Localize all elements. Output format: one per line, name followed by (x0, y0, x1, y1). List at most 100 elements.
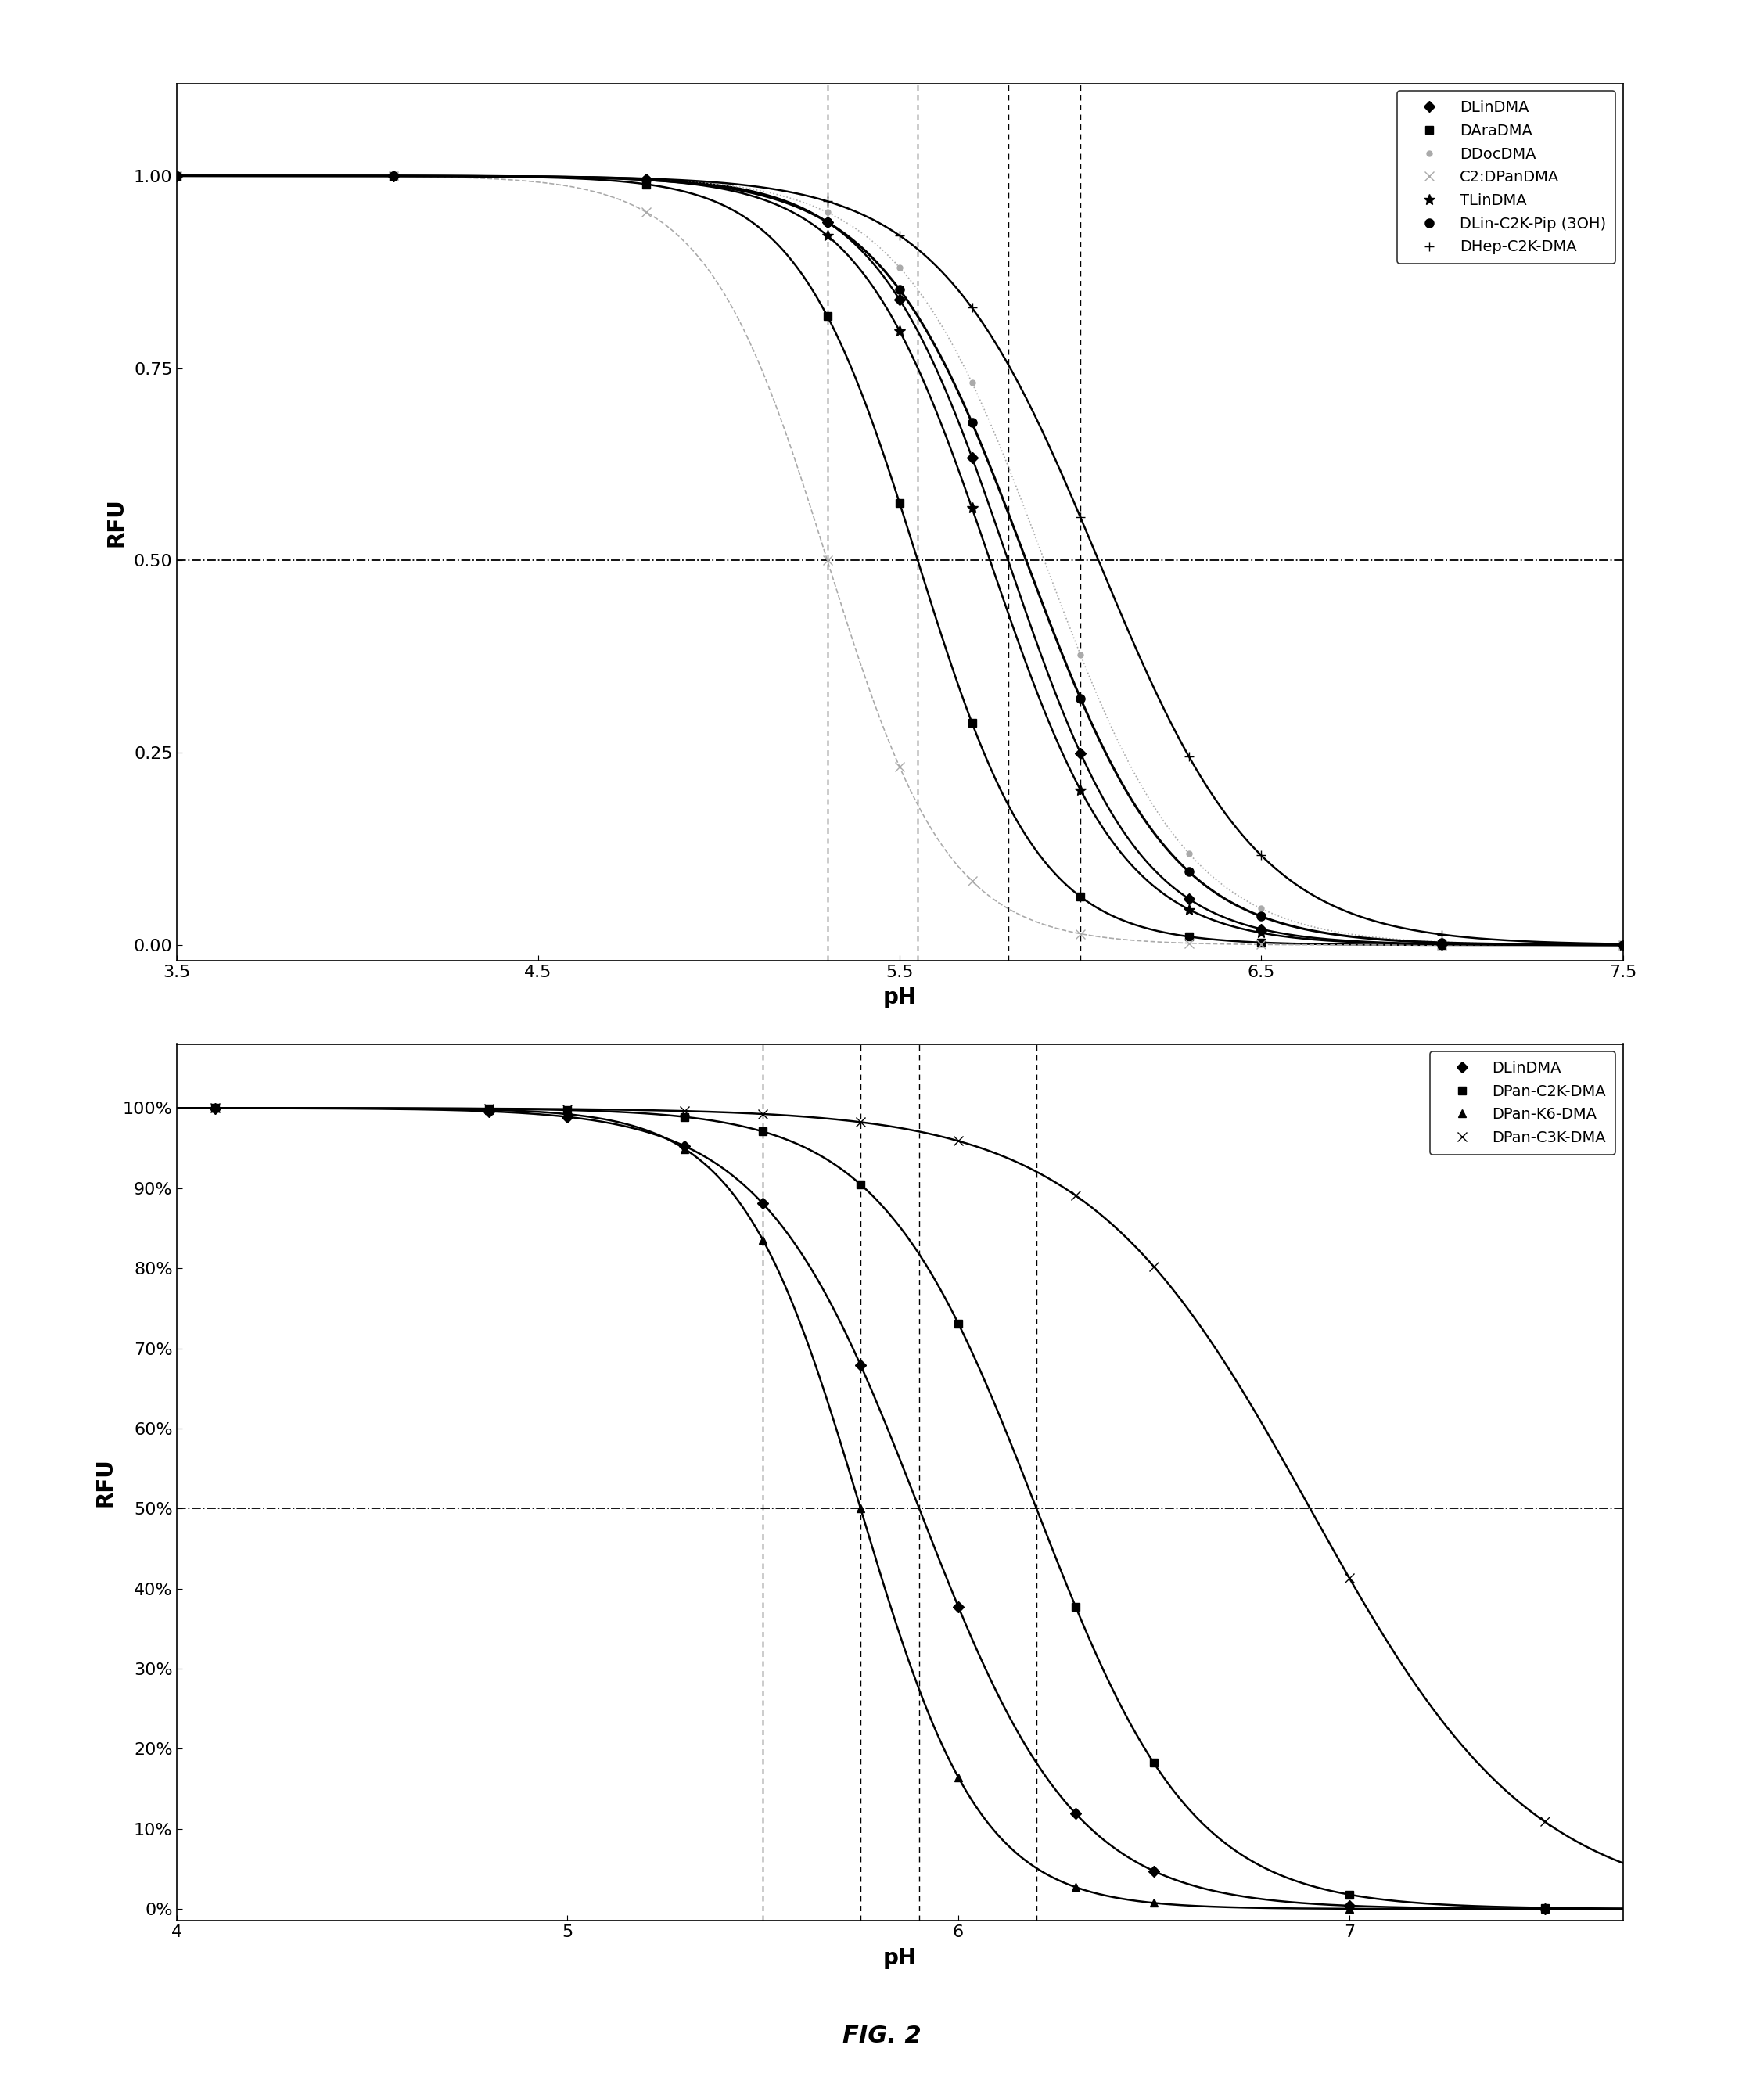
DAraDMA (889, 491, 910, 516)
DDocDMA (889, 255, 910, 280)
DHep-C2K-DMA (889, 223, 910, 248)
DPan-C3K-DMA (478, 1096, 499, 1121)
DPan-K6-DMA (1143, 1890, 1164, 1915)
DLin-C2K-Pip (3OH) (1431, 929, 1452, 954)
DLinDMA (817, 209, 838, 234)
DLin-C2K-Pip (3OH) (166, 163, 187, 188)
DDocDMA (1069, 643, 1090, 668)
DDocDMA (817, 200, 838, 226)
DPan-C3K-DMA (1065, 1184, 1087, 1209)
DDocDMA (1431, 929, 1452, 954)
Line: DPan-K6-DMA: DPan-K6-DMA (212, 1105, 1549, 1913)
DPan-C3K-DMA (850, 1109, 871, 1134)
DPan-C2K-DMA (674, 1105, 695, 1130)
DDocDMA (383, 163, 404, 188)
DPan-C3K-DMA (947, 1128, 968, 1153)
DDocDMA (1178, 841, 1200, 867)
DPan-C3K-DMA (674, 1098, 695, 1123)
C2:DPanDMA (817, 547, 838, 572)
DPan-C2K-DMA (751, 1119, 773, 1144)
DHep-C2K-DMA (817, 188, 838, 213)
DAraDMA (1431, 933, 1452, 958)
DAraDMA (1178, 925, 1200, 950)
Line: DPan-C3K-DMA: DPan-C3K-DMA (210, 1102, 1549, 1827)
DDocDMA (635, 167, 656, 192)
DLinDMA (1431, 931, 1452, 956)
Y-axis label: RFU: RFU (106, 497, 127, 547)
Text: FIG. 2: FIG. 2 (843, 2025, 921, 2046)
DPan-K6-DMA (478, 1096, 499, 1121)
Line: DLinDMA: DLinDMA (212, 1105, 1549, 1913)
TLinDMA (635, 167, 656, 192)
Line: DHep-C2K-DMA: DHep-C2K-DMA (171, 171, 1628, 948)
DPan-C2K-DMA (850, 1171, 871, 1196)
DPan-K6-DMA (947, 1764, 968, 1789)
DLinDMA (751, 1190, 773, 1215)
DAraDMA (1251, 929, 1272, 954)
DAraDMA (635, 171, 656, 196)
TLinDMA (1178, 898, 1200, 923)
DPan-C3K-DMA (751, 1102, 773, 1128)
DLinDMA (1339, 1894, 1360, 1919)
C2:DPanDMA (383, 163, 404, 188)
TLinDMA (961, 495, 983, 520)
C2:DPanDMA (1612, 933, 1633, 958)
DHep-C2K-DMA (1612, 931, 1633, 956)
TLinDMA (1069, 777, 1090, 802)
DAraDMA (817, 303, 838, 328)
DPan-K6-DMA (751, 1228, 773, 1253)
DPan-C2K-DMA (478, 1096, 499, 1121)
DLinDMA (674, 1134, 695, 1159)
Line: DLin-C2K-Pip (3OH): DLin-C2K-Pip (3OH) (173, 171, 1626, 950)
TLinDMA (166, 163, 187, 188)
DPan-C3K-DMA (557, 1096, 579, 1121)
DAraDMA (166, 163, 187, 188)
DLinDMA (1251, 917, 1272, 942)
DPan-C2K-DMA (1065, 1593, 1087, 1618)
DPan-C3K-DMA (1339, 1566, 1360, 1591)
DPan-K6-DMA (205, 1096, 226, 1121)
C2:DPanDMA (1431, 933, 1452, 958)
DLinDMA (850, 1353, 871, 1378)
DLin-C2K-Pip (3OH) (961, 409, 983, 434)
DLinDMA (1065, 1802, 1087, 1827)
DHep-C2K-DMA (383, 163, 404, 188)
X-axis label: pH: pH (882, 986, 917, 1009)
Line: TLinDMA: TLinDMA (171, 171, 1628, 950)
DAraDMA (383, 163, 404, 188)
DPan-K6-DMA (1535, 1896, 1556, 1921)
DPan-C2K-DMA (205, 1096, 226, 1121)
DHep-C2K-DMA (961, 294, 983, 319)
C2:DPanDMA (1251, 931, 1272, 956)
DPan-C2K-DMA (1339, 1881, 1360, 1906)
X-axis label: pH: pH (882, 1946, 917, 1969)
DPan-C3K-DMA (1535, 1808, 1556, 1833)
Line: DPan-C2K-DMA: DPan-C2K-DMA (212, 1105, 1549, 1911)
DLinDMA (889, 288, 910, 313)
DDocDMA (961, 370, 983, 395)
DDocDMA (1612, 933, 1633, 958)
DPan-C3K-DMA (1143, 1255, 1164, 1280)
DLinDMA (1143, 1858, 1164, 1883)
Legend: DLinDMA, DPan-C2K-DMA, DPan-K6-DMA, DPan-C3K-DMA: DLinDMA, DPan-C2K-DMA, DPan-K6-DMA, DPan… (1431, 1052, 1616, 1155)
C2:DPanDMA (961, 869, 983, 894)
TLinDMA (1612, 933, 1633, 958)
DPan-C3K-DMA (205, 1096, 226, 1121)
Line: C2:DPanDMA: C2:DPanDMA (173, 171, 1626, 950)
DHep-C2K-DMA (1431, 923, 1452, 948)
DLinDMA (947, 1593, 968, 1618)
DLinDMA (166, 163, 187, 188)
DLinDMA (635, 167, 656, 192)
DAraDMA (961, 710, 983, 735)
C2:DPanDMA (1178, 931, 1200, 956)
DLinDMA (961, 445, 983, 470)
Line: DDocDMA: DDocDMA (173, 173, 1626, 948)
Y-axis label: RFU: RFU (93, 1457, 116, 1508)
DLinDMA (1069, 741, 1090, 766)
DHep-C2K-DMA (1178, 743, 1200, 768)
C2:DPanDMA (1069, 921, 1090, 946)
DPan-C2K-DMA (557, 1098, 579, 1123)
DLin-C2K-Pip (3OH) (1612, 933, 1633, 958)
DHep-C2K-DMA (166, 163, 187, 188)
DLinDMA (478, 1098, 499, 1123)
